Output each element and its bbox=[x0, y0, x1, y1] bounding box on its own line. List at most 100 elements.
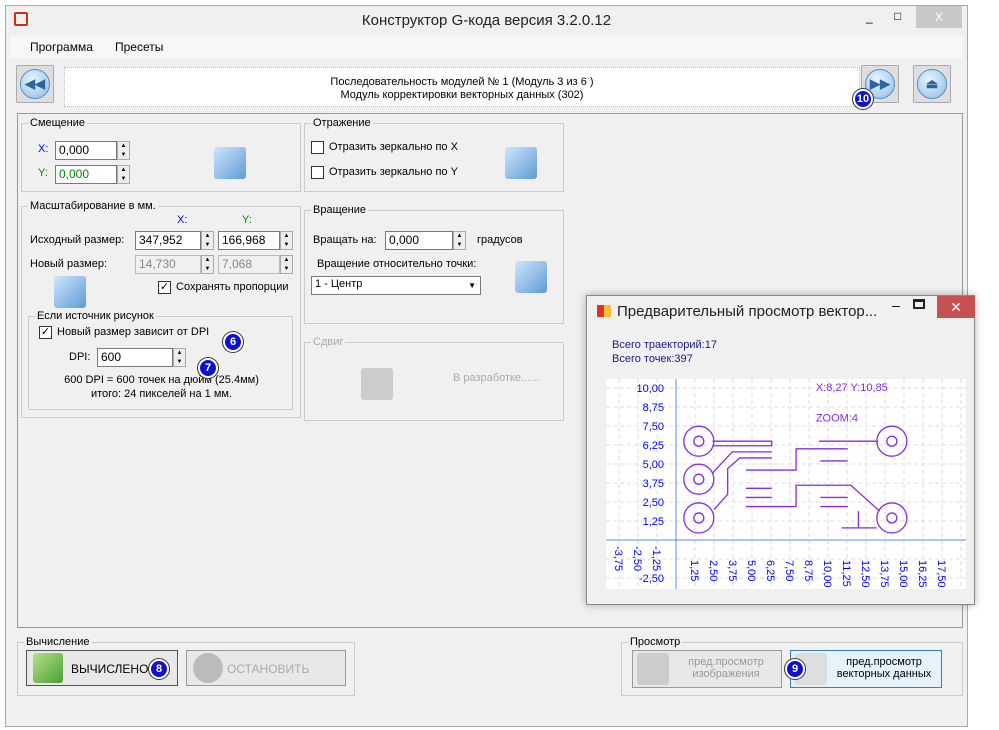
prev-module-button[interactable]: ◀◀ bbox=[16, 65, 54, 103]
rotation-point-label: Вращение относительно точки: bbox=[317, 258, 477, 270]
dpi-input[interactable]: 600 bbox=[97, 348, 173, 367]
shift-legend: Сдвиг bbox=[313, 336, 344, 348]
rotate-input[interactable]: 0,000 bbox=[385, 231, 453, 250]
degrees-label: градусов bbox=[477, 234, 523, 246]
chevron-down-icon: ▼ bbox=[468, 281, 476, 290]
offset-y-input[interactable]: 0,000 bbox=[55, 165, 117, 184]
y-tick-label: 1,25 bbox=[643, 516, 664, 528]
app-icon bbox=[14, 12, 28, 26]
eject-button[interactable]: ⏏ bbox=[913, 65, 951, 103]
pad-hole bbox=[886, 512, 898, 524]
mirror-group: Отражение Отразить зеркально по X Отрази… bbox=[304, 117, 564, 192]
source-x-spinner[interactable]: ▲ ▼ bbox=[201, 231, 214, 250]
source-x-input[interactable]: 347,952 bbox=[135, 231, 201, 250]
vector-plot[interactable]: 10,00 8,75 7,50 6,25 5,00 3,75 2,50 1,25 -2,50 1,… bbox=[606, 379, 966, 589]
x-tick-label: -3,75 bbox=[612, 546, 624, 571]
mirror-y-checkbox[interactable] bbox=[311, 166, 324, 179]
y-label: Y: bbox=[38, 167, 48, 179]
image-icon bbox=[637, 653, 669, 685]
col-x-label: X: bbox=[177, 214, 188, 226]
pad-hole bbox=[693, 473, 705, 485]
badge-8: 8 bbox=[149, 659, 169, 679]
move-icon bbox=[214, 147, 246, 179]
new-x-spinner[interactable]: ▲ ▼ bbox=[201, 255, 214, 274]
badge-7: 7 bbox=[198, 358, 218, 378]
scale-legend: Масштабирование в мм. bbox=[30, 200, 156, 212]
y-tick-label: 3,75 bbox=[643, 478, 664, 490]
rotate-label: Вращать на: bbox=[313, 234, 377, 246]
vector-preview-button[interactable]: пред.просмотр векторных данных bbox=[790, 650, 942, 688]
dpi-info: 600 DPI = 600 точек на дюйм (25.4мм) bbox=[64, 374, 259, 386]
offset-x-input[interactable]: 0,000 bbox=[55, 141, 117, 160]
x-tick-label: 8,75 bbox=[802, 560, 814, 581]
pad-hole bbox=[693, 512, 705, 524]
offset-x-spinner[interactable]: ▲ ▼ bbox=[117, 141, 130, 160]
mirror-y-label: Отразить зеркально по Y bbox=[329, 166, 458, 178]
preview-maximize-button[interactable] bbox=[913, 299, 925, 309]
shift-group: Сдвиг В разработке...... bbox=[304, 336, 564, 421]
source-y-input[interactable]: 166,968 bbox=[218, 231, 280, 250]
x-tick-label: 13,75 bbox=[878, 560, 890, 588]
scale-group: Масштабирование в мм. X: Y: Исходный раз… bbox=[21, 200, 301, 418]
resize-icon bbox=[54, 276, 86, 308]
mirror-x-checkbox[interactable] bbox=[311, 141, 324, 154]
dpi-checkbox[interactable]: ✓ bbox=[39, 326, 52, 339]
mirror-icon bbox=[505, 147, 537, 179]
x-tick-label: 17,50 bbox=[935, 560, 947, 588]
image-source-legend: Если источник рисунок bbox=[37, 310, 154, 322]
close-button[interactable]: X bbox=[916, 6, 962, 28]
preview-minimize-button[interactable]: – bbox=[892, 297, 900, 313]
y-tick-label: 5,00 bbox=[643, 459, 664, 471]
pixels-per-mm-info: итого: 24 пикселей на 1 мм. bbox=[90, 388, 233, 400]
keep-ratio-checkbox[interactable]: ✓ bbox=[158, 281, 171, 294]
rotate-spinner[interactable]: ▲ ▼ bbox=[453, 231, 466, 250]
x-tick-label: 16,25 bbox=[916, 560, 928, 588]
rotation-point-value: 1 - Центр bbox=[315, 278, 363, 290]
offset-y-spinner[interactable]: ▲ ▼ bbox=[117, 165, 130, 184]
image-preview-button[interactable]: пред.просмотр изображения bbox=[632, 650, 782, 688]
menu-program[interactable]: Программа bbox=[30, 40, 93, 54]
stop-label: ОСТАНОВИТЬ bbox=[227, 662, 310, 676]
rotation-point-select[interactable]: 1 - Центр ▼ bbox=[311, 276, 481, 295]
rotation-group: Вращение Вращать на: 0,000 ▲ ▼ градусов В… bbox=[304, 204, 564, 324]
sequence-line: Последовательность модулей № 1 (Модуль 3… bbox=[330, 76, 594, 88]
pad-circle bbox=[683, 425, 715, 457]
rotation-legend: Вращение bbox=[313, 204, 366, 216]
col-y-label: Y: bbox=[242, 214, 252, 226]
new-x-input[interactable]: 14,730 bbox=[135, 255, 201, 274]
new-y-spinner[interactable]: ▲ ▼ bbox=[280, 255, 293, 274]
vector-preview-label: пред.просмотр векторных данных bbox=[836, 656, 932, 680]
refresh-icon bbox=[33, 653, 63, 683]
trajectories-count: Всего траекторий:17 bbox=[612, 339, 717, 351]
source-y-spinner[interactable]: ▲ ▼ bbox=[280, 231, 293, 250]
window-title: Конструктор G-кода версия 3.2.0.12 bbox=[361, 12, 612, 29]
menu-presets[interactable]: Пресеты bbox=[115, 40, 164, 54]
zoom-readout: ZOOM:4 bbox=[816, 412, 858, 424]
minimize-button[interactable]: _ bbox=[866, 10, 873, 24]
offset-group: Смещение X: 0,000 ▲ ▼ Y: 0,000 ▲ ▼ bbox=[21, 117, 301, 192]
vector-preview-window: Предварительный просмотр вектор... – ✕ В… bbox=[586, 295, 975, 605]
dpi-label: DPI: bbox=[69, 351, 91, 363]
y-tick-label: 2,50 bbox=[643, 497, 664, 509]
y-tick-label: 6,25 bbox=[643, 440, 664, 452]
dpi-spinner[interactable]: ▲ ▼ bbox=[173, 348, 186, 367]
x-tick-label: 1,25 bbox=[688, 560, 700, 581]
x-tick-label: -2,50 bbox=[631, 546, 643, 571]
y-tick-label: 10,00 bbox=[636, 383, 664, 395]
pad-circle bbox=[876, 502, 908, 534]
image-source-group: Если источник рисунок ✓ Новый размер зав… bbox=[28, 310, 293, 410]
maximize-button[interactable]: □ bbox=[894, 9, 902, 23]
preview-title: Предварительный просмотр вектор... bbox=[617, 303, 878, 320]
pad-circle bbox=[876, 425, 908, 457]
x-tick-label: 12,50 bbox=[859, 560, 871, 588]
stop-button[interactable]: ОСТАНОВИТЬ bbox=[186, 650, 346, 686]
preview-close-button[interactable]: ✕ bbox=[937, 296, 975, 318]
shift-icon bbox=[361, 368, 393, 400]
new-y-input[interactable]: 7,068 bbox=[218, 255, 280, 274]
computed-label: ВЫЧИСЛЕНО bbox=[71, 662, 149, 676]
x-tick-label: 2,50 bbox=[707, 560, 719, 581]
x-tick-label: 3,75 bbox=[726, 560, 738, 581]
trace-path bbox=[712, 451, 772, 474]
trace-path bbox=[712, 440, 773, 447]
y-tick-label: 7,50 bbox=[643, 421, 664, 433]
